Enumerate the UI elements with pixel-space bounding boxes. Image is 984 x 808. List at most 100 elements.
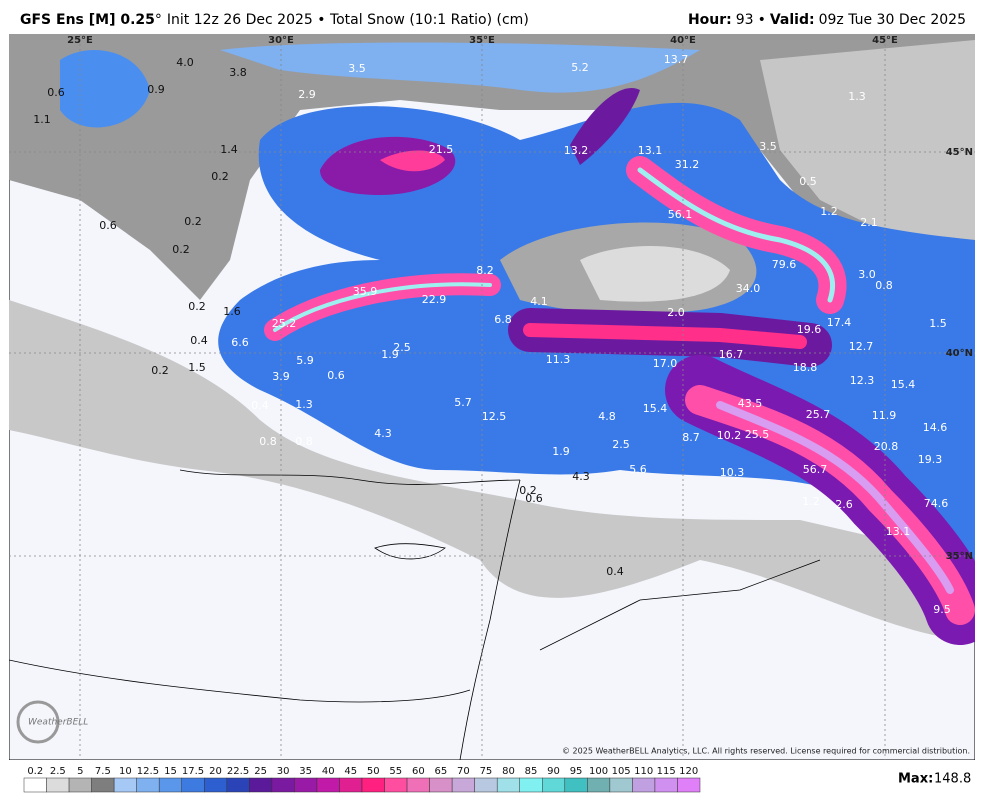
snow-label: 5.6 [629, 463, 647, 476]
hour-label: Hour: [688, 12, 732, 28]
logo: WeatherBELL [28, 718, 88, 728]
snow-label: 2.0 [667, 306, 685, 319]
colorbar-swatch [294, 777, 318, 793]
colorbar-swatch [632, 777, 656, 793]
snow-label: 13.7 [664, 53, 689, 66]
snow-label: 2.9 [298, 88, 316, 101]
snow-label: 0.5 [799, 175, 817, 188]
colorbar-label: 25 [254, 766, 267, 777]
colorbar-label: 30 [277, 766, 290, 777]
snow-label: 2.5 [393, 341, 411, 354]
colorbar-swatch [542, 777, 566, 793]
snow-label: 1.2 [820, 205, 838, 218]
snow-label: 1.2 [802, 495, 820, 508]
snow-label: 0.2 [151, 364, 169, 377]
colorbar-label: 80 [502, 766, 515, 777]
colorbar-label: 2.5 [50, 766, 66, 777]
colorbar-swatch [91, 777, 115, 793]
snow-label: 18.8 [793, 361, 818, 374]
snow-label: 5.7 [454, 396, 472, 409]
colorbar-swatch [339, 777, 363, 793]
colorbar-label: 0.2 [27, 766, 43, 777]
snow-label: 12.7 [849, 340, 874, 353]
snow-label: 3.5 [759, 140, 777, 153]
snow-label: 34.0 [736, 282, 761, 295]
snow-label: 21.5 [429, 143, 454, 156]
snow-label: 0.2 [188, 300, 206, 313]
snow-label: 25.2 [272, 317, 297, 330]
colorbar-label: 12.5 [137, 766, 159, 777]
snow-area [9, 300, 975, 640]
border [539, 559, 821, 651]
snow-label: 1.3 [848, 90, 866, 103]
snow-label: 6.8 [494, 313, 512, 326]
snow-label: 0.6 [47, 86, 65, 99]
snow-label: 0.6 [327, 369, 345, 382]
snow-label: 10.2 [717, 429, 742, 442]
colorbar-label: 20 [209, 766, 222, 777]
snow-area [580, 246, 730, 302]
snow-label: 13.1 [886, 525, 911, 538]
snow-label: 15.4 [643, 402, 668, 415]
snow-label: 13.2 [564, 144, 589, 157]
valid-label: Valid: [770, 12, 815, 28]
colorbar-swatch [46, 777, 70, 793]
degree: ° [155, 12, 162, 28]
snow-label: 2.5 [612, 438, 630, 451]
snow-label: 4.3 [374, 427, 392, 440]
snow-band [716, 401, 954, 594]
snow-label: 22.9 [422, 293, 447, 306]
max-label: Max: [898, 772, 933, 787]
model: GFS Ens [M] 0.25 [20, 12, 155, 28]
snow-label: 0.2 [172, 243, 190, 256]
snow-label: 4.0 [176, 56, 194, 69]
coastlines [9, 469, 821, 760]
colorbar-swatch [429, 777, 453, 793]
colorbar-swatch [68, 777, 92, 793]
colorbar-swatch [158, 777, 182, 793]
snow-label: 1.4 [220, 143, 238, 156]
header-left: GFS Ens [M] 0.25° Init 12z 26 Dec 2025 • … [20, 12, 529, 28]
snow-label: 14.6 [923, 421, 948, 434]
lat-label: 35°N [946, 551, 973, 562]
colorbar-swatch [496, 777, 520, 793]
lat-label: 40°N [946, 348, 973, 359]
snow-label: 56.7 [803, 463, 828, 476]
snow-label: 19.6 [797, 323, 822, 336]
snow-label: 4.1 [530, 295, 548, 308]
snow-area [60, 50, 150, 128]
colorbar-swatch [587, 777, 611, 793]
snow-band [637, 167, 836, 303]
snow-label: 1.6 [223, 305, 241, 318]
colorbar-label: 17.5 [182, 766, 204, 777]
snow-label: 25.7 [806, 408, 831, 421]
colorbar-label: 75 [480, 766, 493, 777]
colorbar-swatch [451, 777, 475, 793]
snow-label: 4.3 [572, 470, 590, 483]
coast [179, 469, 521, 485]
colorbar-swatch [384, 777, 408, 793]
snow-label: 11.9 [872, 409, 897, 422]
snow-label: 5.9 [296, 354, 314, 367]
colorbar-label: 85 [525, 766, 538, 777]
coast [459, 479, 521, 760]
hour: 93 [736, 12, 754, 28]
snow-label: 10.3 [720, 466, 745, 479]
snow-label: 11.3 [546, 353, 571, 366]
snow-label: 0.2 [211, 170, 229, 183]
colorbar-swatch [23, 777, 47, 793]
colorbar-label: 40 [322, 766, 335, 777]
colorbar-label: 110 [634, 766, 653, 777]
snow-label: 31.2 [675, 158, 700, 171]
snow-label: 0.6 [99, 219, 117, 232]
colorbar-label: 115 [657, 766, 676, 777]
colorbar-label: 55 [389, 766, 402, 777]
snow-label: 0.8 [875, 279, 893, 292]
snow-label: 3.5 [348, 62, 366, 75]
snow-label: 6.6 [231, 336, 249, 349]
sep: • [758, 12, 766, 28]
colorbar-label: 105 [612, 766, 631, 777]
colorbar-label: 120 [679, 766, 698, 777]
